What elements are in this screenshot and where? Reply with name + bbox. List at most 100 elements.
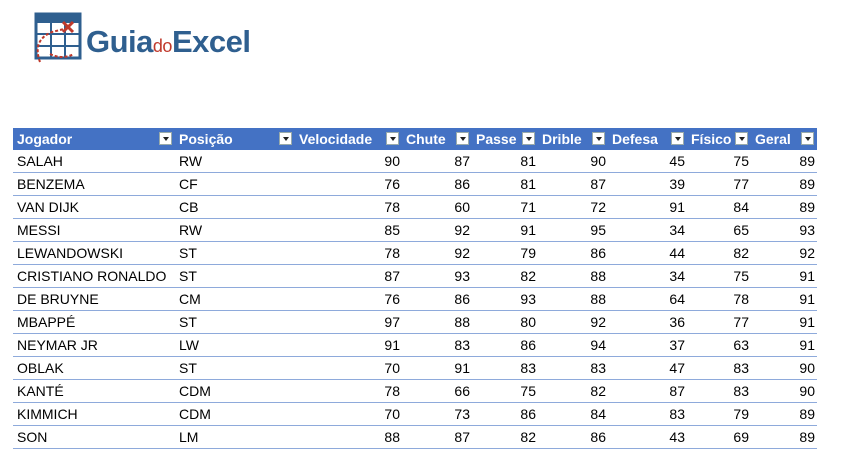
filter-button[interactable] (279, 132, 292, 145)
logo-icon (34, 12, 82, 63)
table-cell: 75 (687, 264, 751, 288)
table-cell: 91 (751, 287, 817, 311)
table-cell: KIMMICH (13, 402, 175, 426)
table-cell: 69 (687, 425, 751, 449)
filter-button[interactable] (801, 132, 814, 145)
table-row: SALAH RW 90 87 81 90 45 75 89 (13, 150, 817, 173)
filter-button[interactable] (386, 132, 399, 145)
table-cell: 37 (608, 333, 687, 357)
filter-button[interactable] (522, 132, 535, 145)
filter-button[interactable] (592, 132, 605, 145)
table-cell: 77 (687, 310, 751, 334)
table-row: KIMMICH CDM 70 73 86 84 83 79 89 (13, 402, 817, 426)
table-cell: 86 (402, 287, 472, 311)
table-cell: 88 (538, 287, 608, 311)
table-cell: 66 (402, 379, 472, 403)
table-cell: 36 (608, 310, 687, 334)
column-header: Chute (402, 128, 472, 150)
table-cell: 89 (751, 402, 817, 426)
table-cell: 83 (687, 356, 751, 380)
table-cell: CM (175, 287, 295, 311)
column-header: Jogador (13, 128, 175, 150)
table-cell: 82 (538, 379, 608, 403)
header-label: Jogador (17, 131, 73, 147)
table-cell: SON (13, 425, 175, 449)
table-cell: 82 (472, 264, 538, 288)
table-row: VAN DIJK CB 78 60 71 72 91 84 89 (13, 195, 817, 219)
table-cell: 70 (295, 356, 402, 380)
table-cell: 93 (751, 218, 817, 242)
table-cell: 94 (538, 333, 608, 357)
table-cell: CDM (175, 402, 295, 426)
table-cell: RW (175, 150, 295, 173)
table-cell: 78 (295, 379, 402, 403)
table-cell: LW (175, 333, 295, 357)
table-cell: 87 (402, 425, 472, 449)
table-cell: 91 (608, 195, 687, 219)
header-label: Defesa (612, 131, 658, 147)
table-cell: 93 (472, 287, 538, 311)
table-cell: LM (175, 425, 295, 449)
logo-part: do (152, 36, 173, 56)
table-cell: ST (175, 356, 295, 380)
table-cell: 75 (472, 379, 538, 403)
table-cell: 76 (295, 172, 402, 196)
table-cell: 89 (751, 425, 817, 449)
table-cell: 88 (402, 310, 472, 334)
table-cell: 76 (295, 287, 402, 311)
table-cell: 89 (751, 150, 817, 173)
table-cell: 83 (472, 356, 538, 380)
table-row: MESSI RW 85 92 91 95 34 65 93 (13, 218, 817, 242)
filter-button[interactable] (735, 132, 748, 145)
table-cell: 87 (402, 150, 472, 173)
table-cell: 90 (295, 150, 402, 173)
logo-part: Excel (171, 24, 251, 59)
table-cell: CRISTIANO RONALDO (13, 264, 175, 288)
header-label: Físico (691, 131, 732, 147)
table-cell: 93 (402, 264, 472, 288)
table-cell: 83 (538, 356, 608, 380)
table-cell: 91 (751, 310, 817, 334)
table-cell: 39 (608, 172, 687, 196)
table-row: DE BRUYNE CM 76 86 93 88 64 78 91 (13, 287, 817, 311)
filter-button[interactable] (671, 132, 684, 145)
table-cell: 91 (295, 333, 402, 357)
table-cell: BENZEMA (13, 172, 175, 196)
header-label: Velocidade (299, 131, 373, 147)
table-cell: 79 (472, 241, 538, 265)
table-cell: 44 (608, 241, 687, 265)
table-cell: 90 (751, 356, 817, 380)
header-label: Drible (542, 131, 582, 147)
table-cell: 77 (687, 172, 751, 196)
table-cell: 85 (295, 218, 402, 242)
filter-button[interactable] (456, 132, 469, 145)
table-cell: 89 (751, 172, 817, 196)
table-cell: 60 (402, 195, 472, 219)
column-header: Passe (472, 128, 538, 150)
table-cell: 89 (751, 195, 817, 219)
column-header: Defesa (608, 128, 687, 150)
table-cell: 86 (472, 333, 538, 357)
table-cell: 87 (295, 264, 402, 288)
header-label: Passe (476, 131, 517, 147)
table-cell: 92 (538, 310, 608, 334)
table-cell: 72 (538, 195, 608, 219)
table-cell: 91 (751, 333, 817, 357)
logo-part: Guia (86, 24, 153, 59)
header-label: Geral (755, 131, 791, 147)
table-cell: CDM (175, 379, 295, 403)
table-row: KANTÉ CDM 78 66 75 82 87 83 90 (13, 379, 817, 403)
table-cell: 88 (295, 425, 402, 449)
table-cell: 97 (295, 310, 402, 334)
table-cell: KANTÉ (13, 379, 175, 403)
table-row: NEYMAR JR LW 91 83 86 94 37 63 91 (13, 333, 817, 357)
header-label: Posição (179, 131, 233, 147)
filter-button[interactable] (159, 132, 172, 145)
table-cell: CF (175, 172, 295, 196)
table-cell: ST (175, 264, 295, 288)
table-row: MBAPPÉ ST 97 88 80 92 36 77 91 (13, 310, 817, 334)
table-cell: 95 (538, 218, 608, 242)
table-cell: DE BRUYNE (13, 287, 175, 311)
table-cell: 81 (472, 150, 538, 173)
